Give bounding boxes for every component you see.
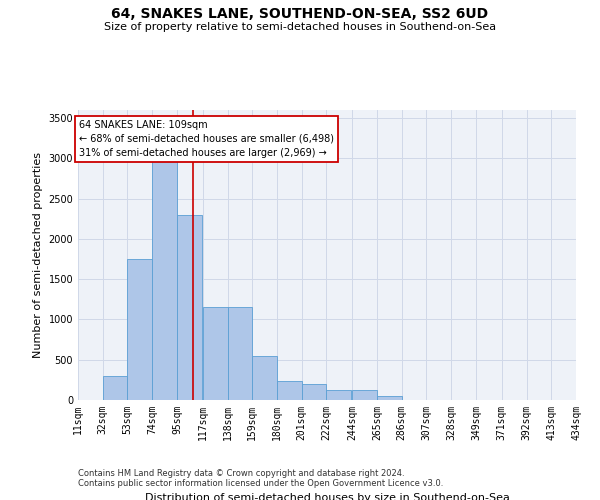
Text: Contains HM Land Registry data © Crown copyright and database right 2024.: Contains HM Land Registry data © Crown c…: [78, 468, 404, 477]
Bar: [177, 214, 202, 400]
Bar: [203, 308, 227, 400]
Bar: [227, 308, 252, 400]
Bar: [352, 390, 377, 400]
Y-axis label: Number of semi-detached properties: Number of semi-detached properties: [33, 152, 43, 358]
Bar: [277, 382, 302, 400]
Bar: [103, 376, 127, 400]
Bar: [252, 356, 277, 400]
Bar: [127, 259, 152, 400]
Text: 64 SNAKES LANE: 109sqm
← 68% of semi-detached houses are smaller (6,498)
31% of : 64 SNAKES LANE: 109sqm ← 68% of semi-det…: [79, 120, 334, 158]
Text: Size of property relative to semi-detached houses in Southend-on-Sea: Size of property relative to semi-detach…: [104, 22, 496, 32]
Bar: [152, 154, 177, 400]
Text: 64, SNAKES LANE, SOUTHEND-ON-SEA, SS2 6UD: 64, SNAKES LANE, SOUTHEND-ON-SEA, SS2 6U…: [112, 8, 488, 22]
Bar: [326, 390, 351, 400]
Text: Contains public sector information licensed under the Open Government Licence v3: Contains public sector information licen…: [78, 478, 443, 488]
X-axis label: Distribution of semi-detached houses by size in Southend-on-Sea: Distribution of semi-detached houses by …: [145, 493, 509, 500]
Bar: [377, 396, 402, 400]
Bar: [302, 384, 326, 400]
